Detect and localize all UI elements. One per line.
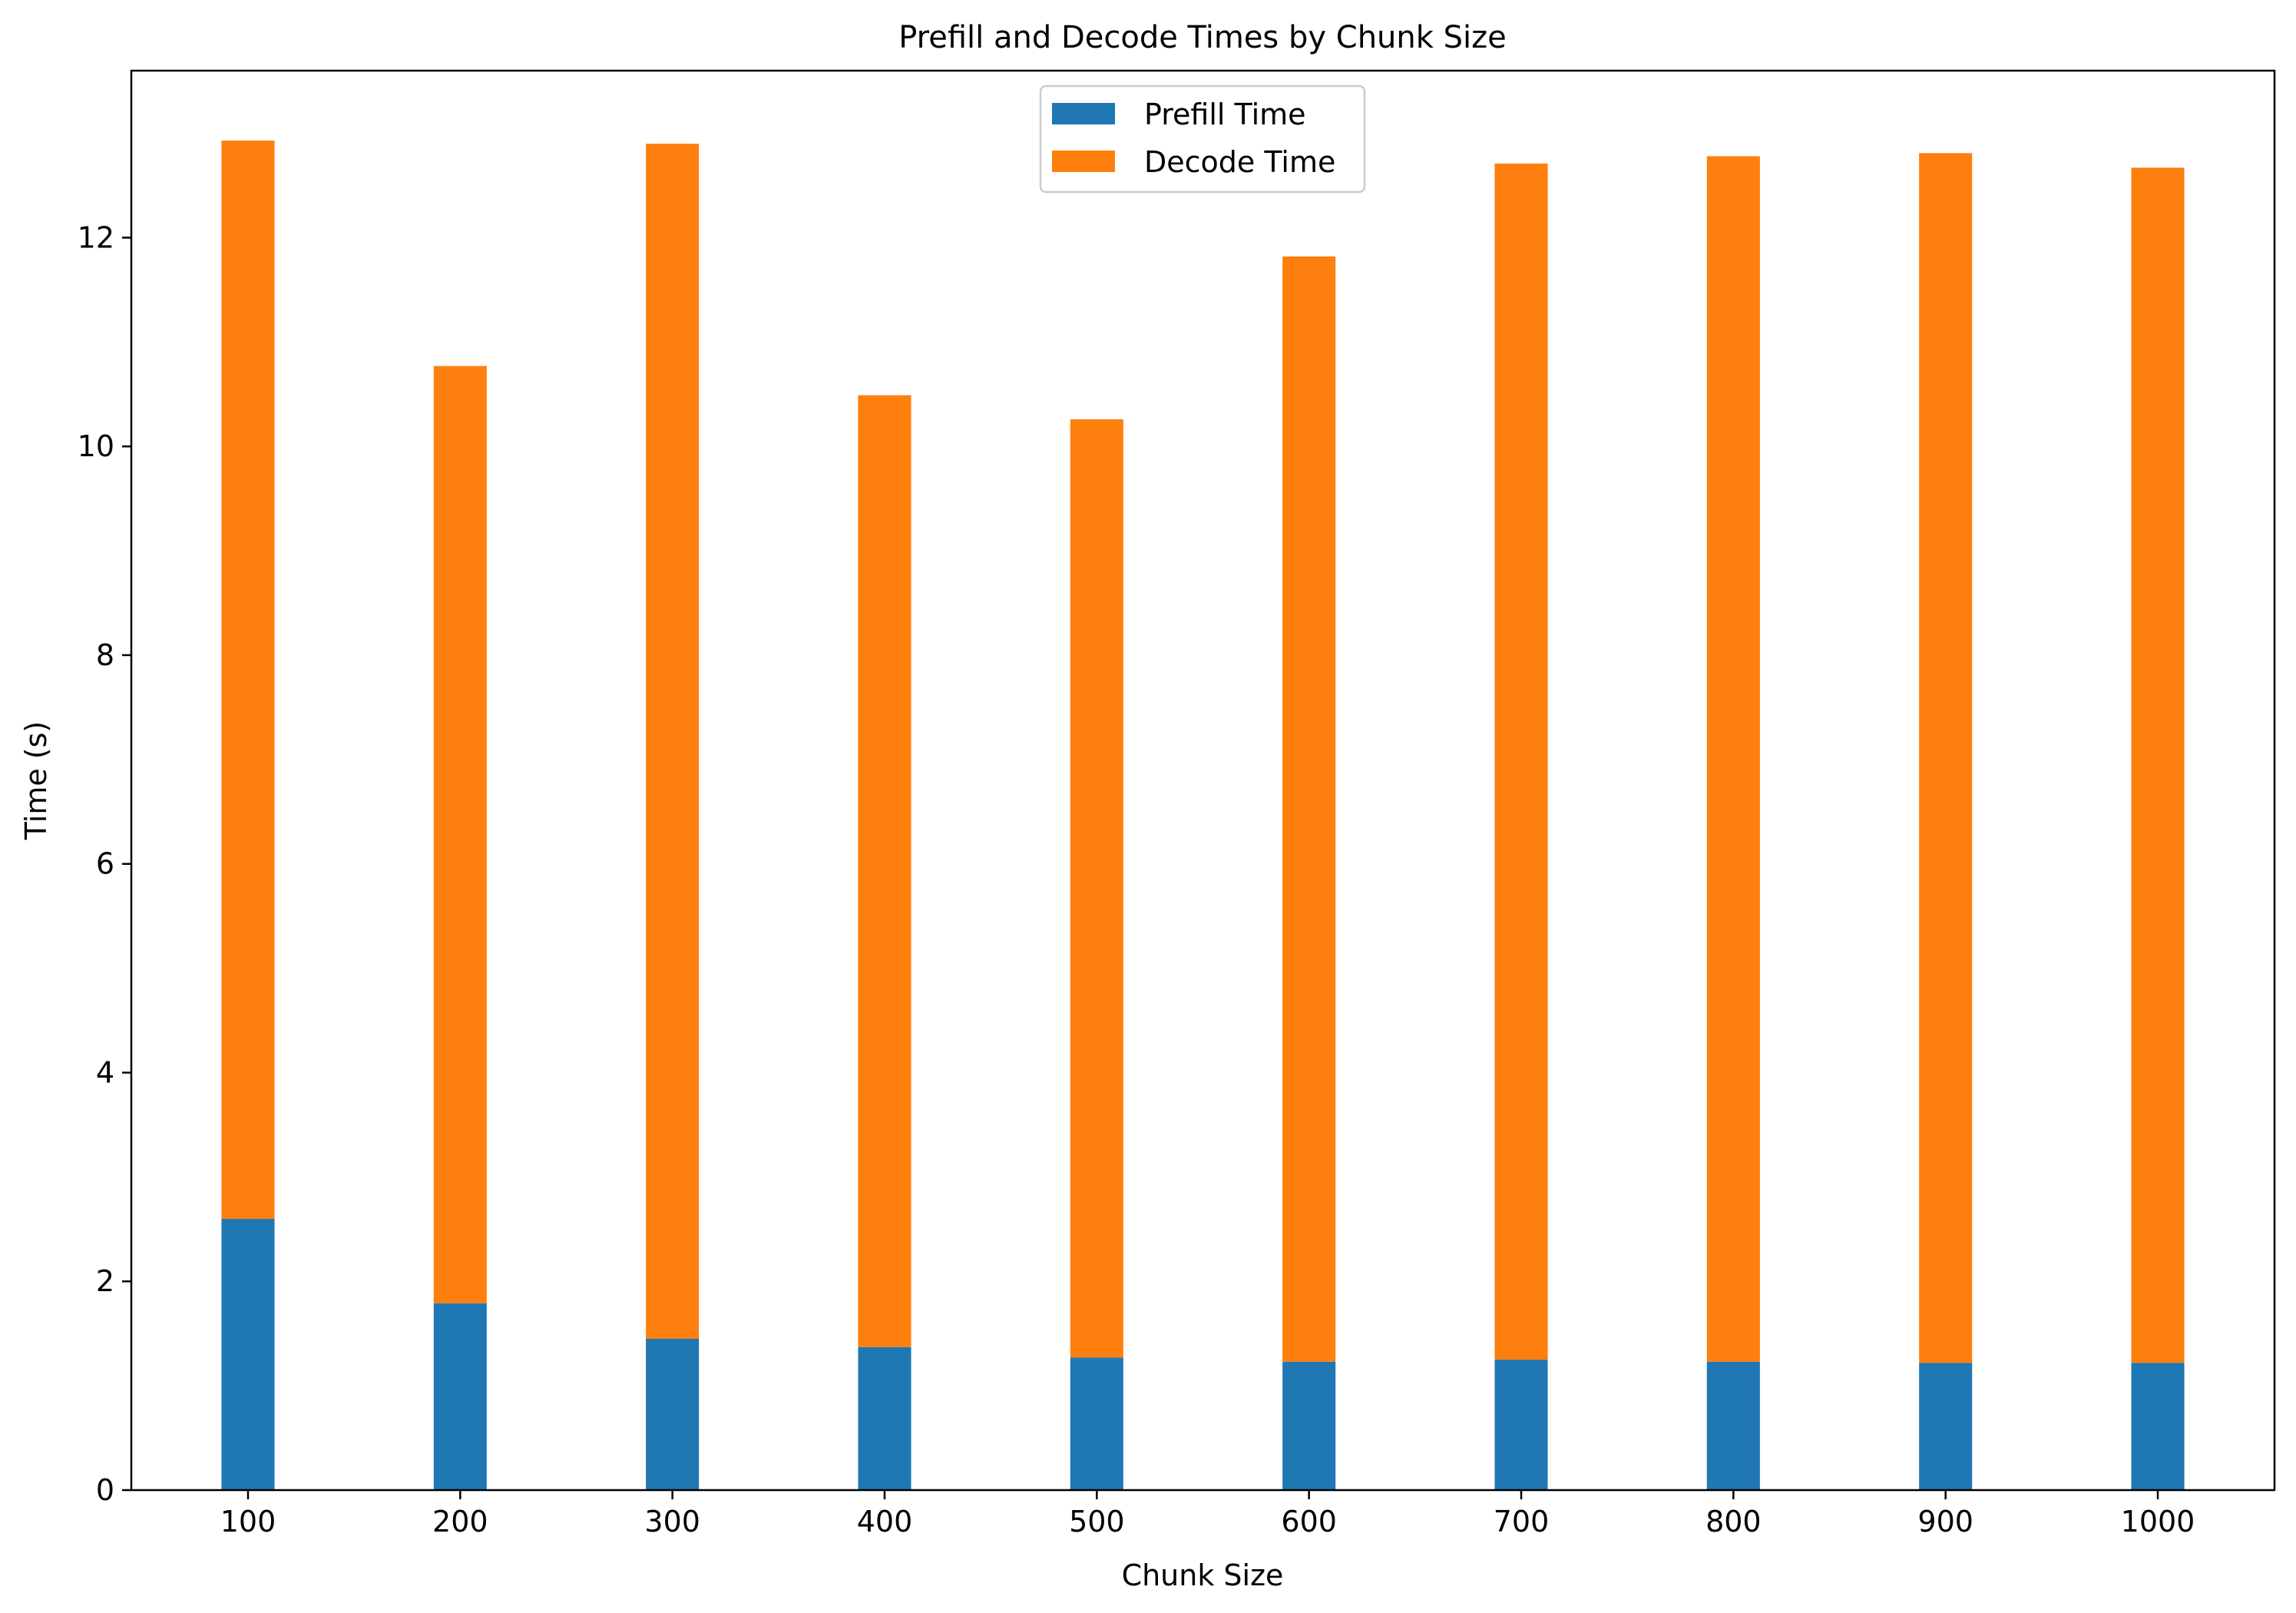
- y-tick-label: 8: [96, 638, 114, 672]
- x-tick-label: 300: [644, 1505, 700, 1538]
- x-tick-label: 100: [220, 1505, 276, 1538]
- legend: Prefill Time Decode Time: [1039, 84, 1366, 194]
- bar-decode-500: [1070, 419, 1123, 1358]
- y-axis-ticks: 0 2 4 6 8 10 12: [78, 220, 131, 1507]
- bars-layer: [221, 141, 2185, 1490]
- x-axis-ticks: 100 200 300 400 500 600 700 800 900 1000: [220, 1490, 2195, 1538]
- y-tick-label: 0: [96, 1473, 114, 1507]
- bar-decode-800: [1706, 156, 1760, 1362]
- x-axis-label: Chunk Size: [1122, 1558, 1284, 1592]
- y-axis-label: Time (s): [19, 721, 53, 841]
- bar-prefill-800: [1706, 1361, 1760, 1490]
- x-tick-label: 600: [1281, 1505, 1337, 1538]
- bar-decode-900: [1919, 153, 1973, 1363]
- x-tick-label: 900: [1917, 1505, 1973, 1538]
- bar-prefill-300: [646, 1338, 700, 1490]
- x-tick-label: 200: [432, 1505, 488, 1538]
- x-tick-label: 800: [1705, 1505, 1762, 1538]
- bar-prefill-900: [1919, 1363, 1973, 1490]
- y-tick-label: 6: [96, 847, 114, 881]
- bar-prefill-100: [221, 1218, 275, 1490]
- x-tick-label: 1000: [2121, 1505, 2195, 1538]
- plot-area: 100 200 300 400 500 600 700 800 900 1000 0 2 4 6 8 10 1…: [78, 69, 2276, 1538]
- legend-frame: [1039, 84, 1366, 194]
- legend-swatch-decode: [1052, 151, 1115, 172]
- bar-prefill-1000: [2131, 1363, 2185, 1490]
- bar-prefill-600: [1282, 1361, 1336, 1490]
- bar-decode-300: [646, 144, 700, 1339]
- bar-prefill-400: [858, 1346, 911, 1490]
- x-tick-label: 500: [1069, 1505, 1125, 1538]
- legend-swatch-prefill: [1052, 103, 1115, 124]
- legend-label-prefill: Prefill Time: [1144, 98, 1306, 131]
- bar-decode-1000: [2131, 167, 2185, 1363]
- x-tick-label: 400: [857, 1505, 913, 1538]
- bar-decode-700: [1494, 163, 1548, 1360]
- bar-prefill-700: [1494, 1360, 1548, 1490]
- y-tick-label: 4: [96, 1055, 114, 1089]
- legend-label-decode: Decode Time: [1144, 145, 1335, 179]
- bar-decode-600: [1282, 256, 1336, 1362]
- bar-prefill-200: [433, 1303, 487, 1490]
- bar-prefill-500: [1070, 1357, 1123, 1490]
- bar-decode-100: [221, 141, 275, 1219]
- bar-decode-200: [433, 366, 487, 1303]
- x-tick-label: 700: [1494, 1505, 1550, 1538]
- axes-frame: [130, 69, 2276, 1492]
- chart-title: Prefill and Decode Times by Chunk Size: [898, 20, 1506, 55]
- bar-decode-400: [858, 395, 911, 1347]
- y-tick-label: 10: [78, 429, 114, 463]
- y-tick-label: 12: [78, 220, 114, 254]
- y-tick-label: 2: [96, 1264, 114, 1298]
